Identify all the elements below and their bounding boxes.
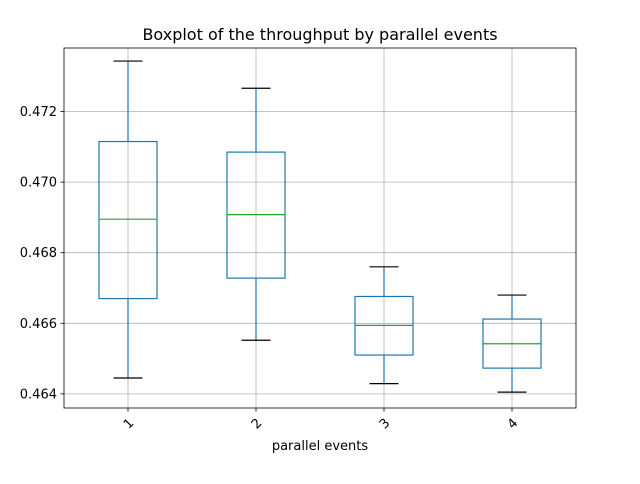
- iqr-box: [98, 140, 158, 300]
- y-tick-label: 0.464: [20, 387, 57, 402]
- chart-title: Boxplot of the throughput by parallel ev…: [142, 25, 497, 44]
- y-tick-label: 0.472: [20, 105, 57, 120]
- y-tick-label: 0.468: [20, 246, 57, 261]
- box-group: [226, 87, 286, 341]
- box-group: [482, 294, 542, 393]
- box-layer: [98, 60, 542, 393]
- y-tick-label: 0.466: [20, 317, 57, 332]
- plot-frame: [63, 47, 577, 409]
- y-tick-label: 0.470: [20, 176, 57, 191]
- box-group: [354, 266, 414, 385]
- grid-layer: [64, 48, 576, 408]
- x-axis-label: parallel events: [272, 439, 369, 454]
- box-group: [98, 60, 158, 379]
